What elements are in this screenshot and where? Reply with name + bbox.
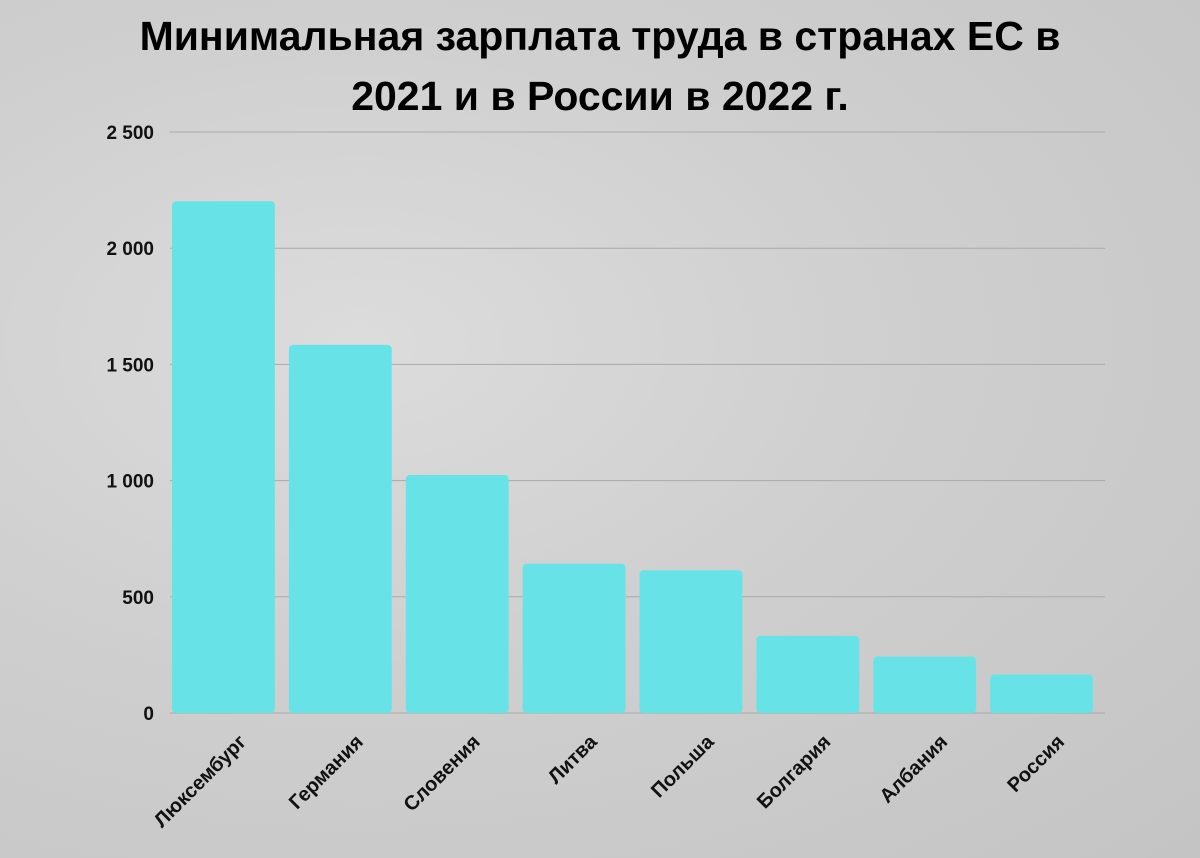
y-tick-label: 1 000 [106, 472, 154, 493]
x-category-label: Болгария [753, 731, 835, 813]
bar [639, 570, 743, 713]
x-category-label: Россия [1003, 731, 1069, 797]
bar [756, 635, 860, 713]
x-category-label: Польша [647, 730, 719, 802]
x-category-label: Словения [400, 731, 485, 816]
bar [172, 201, 275, 714]
bar [990, 674, 1093, 713]
y-tick-label: 1 500 [106, 355, 154, 376]
chart-title: Минимальная зарплата труда в странах ЕС … [0, 6, 1200, 126]
y-tick-label: 0 [143, 704, 154, 725]
y-tick-label: 2 500 [106, 123, 154, 144]
x-category-label: Литва [544, 730, 602, 788]
x-category-label: Германия [285, 731, 368, 814]
bar [405, 475, 509, 713]
chart-title-line-2: 2021 и в России в 2022 г. [351, 73, 849, 119]
bar [873, 656, 977, 713]
y-tick-label: 500 [122, 588, 154, 609]
x-axis-labels: Люксембург Германия Словения Литва Польша Бол… [150, 730, 1069, 832]
bar [288, 344, 392, 713]
x-category-label: Албания [876, 731, 953, 808]
x-category-label: Люксембург [150, 731, 251, 832]
bars [172, 201, 1093, 714]
y-tick-label: 2 000 [106, 239, 154, 260]
chart-title-line-1: Минимальная зарплата труда в странах ЕС … [139, 13, 1061, 59]
bar [522, 563, 626, 713]
y-axis-ticks: 0 500 1 000 1 500 2 000 2 500 [106, 123, 154, 725]
